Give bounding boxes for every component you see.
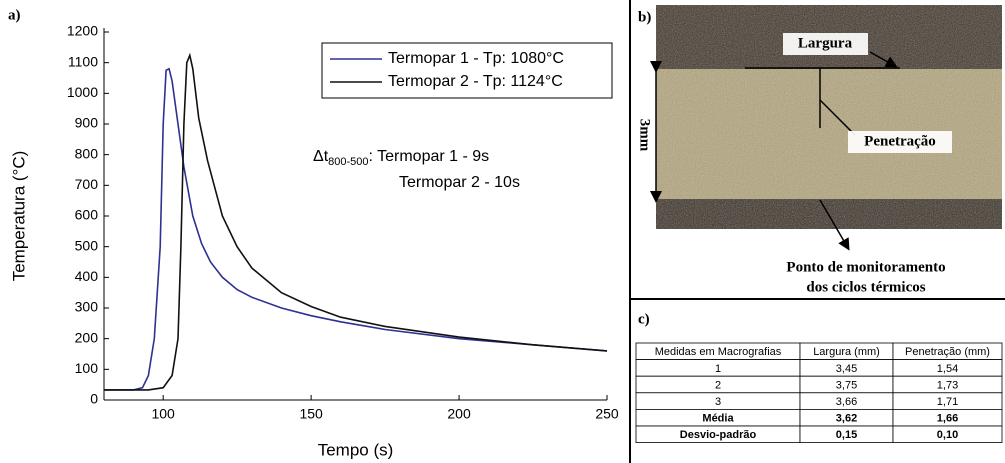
table-text: 3,45: [836, 363, 857, 375]
annotation-subscript: 800-500: [328, 156, 368, 168]
x-tick-label: 250: [595, 406, 619, 422]
x-tick-label: 200: [447, 406, 471, 422]
table-text: 1,73: [937, 379, 958, 391]
table-text: 2: [715, 379, 721, 391]
scale-label: 3mm: [637, 119, 653, 152]
table-header: Penetração (mm): [905, 346, 990, 358]
table-text: 3,75: [836, 379, 857, 391]
table-header: Medidas em Macrografias: [655, 346, 782, 358]
y-tick-label: 700: [75, 176, 99, 192]
x-axis-label: Tempo (s): [318, 440, 394, 459]
y-tick-label: 1200: [67, 23, 98, 39]
panel-label: c): [638, 311, 650, 327]
y-tick-label: 100: [75, 360, 99, 376]
y-tick-label: 600: [75, 207, 99, 223]
table-text: Média: [702, 413, 734, 425]
table-text: 0,15: [836, 429, 857, 441]
table-text: 1: [715, 363, 721, 375]
table-header: Largura (mm): [813, 346, 880, 358]
legend-label: Termopar 2 - Tp: 1124°C: [388, 73, 563, 90]
y-tick-label: 300: [75, 299, 99, 315]
series-line: [104, 52, 608, 391]
caption: dos ciclos térmicos: [806, 279, 925, 295]
x-tick-label: 100: [151, 406, 175, 422]
macrograph: Largura Penetração 3mm Ponto de monitora…: [637, 5, 1002, 295]
y-tick-label: 900: [75, 115, 99, 131]
x-tick-label: 150: [299, 406, 323, 422]
table-text: 3,62: [836, 413, 857, 425]
table: Medidas em Macrografias Largura (mm) Penet…: [635, 342, 1003, 444]
table-text: 3: [715, 396, 721, 408]
series-line: [104, 67, 608, 391]
y-tick-label: 200: [75, 329, 99, 345]
annotation: Δt800-500: Termopar 1 - 9s: [313, 148, 489, 168]
penetration-label: Penetração: [864, 133, 936, 149]
width-label: Largura: [798, 35, 853, 51]
annotation: Termopar 2 - 10s: [399, 174, 520, 191]
legend-label: Termopar 1 - Tp: 1080°C: [388, 50, 564, 67]
y-tick-label: 800: [75, 145, 99, 161]
caption: Ponto de monitoramento: [786, 259, 945, 275]
table-text: 1,54: [937, 363, 958, 375]
y-axis-label: Temperatura (°C): [9, 151, 28, 282]
y-tick-label: 500: [75, 237, 99, 253]
panel-label: b): [638, 9, 651, 25]
y-tick-label: 1000: [67, 84, 98, 100]
table-text: Desvio-padrão: [680, 429, 757, 441]
y-tick-label: 400: [75, 268, 99, 284]
table-text: 1,71: [937, 396, 958, 408]
y-tick-label: 1100: [68, 53, 98, 69]
table-text: 3,66: [836, 396, 857, 408]
table-text: 1,66: [937, 413, 958, 425]
legend-box: [321, 42, 613, 99]
annotation-symbol: Δt: [313, 148, 329, 165]
annotation-text: : Termopar 1 - 9s: [369, 148, 490, 165]
chart: 0 100 200 300 400 500 600 700 800 900 1000 1100 1200…: [9, 23, 618, 460]
panel-label: a): [8, 7, 21, 23]
table-cell: [892, 425, 1003, 444]
table-text: 0,10: [937, 429, 958, 441]
y-tick-label: 0: [90, 391, 98, 407]
